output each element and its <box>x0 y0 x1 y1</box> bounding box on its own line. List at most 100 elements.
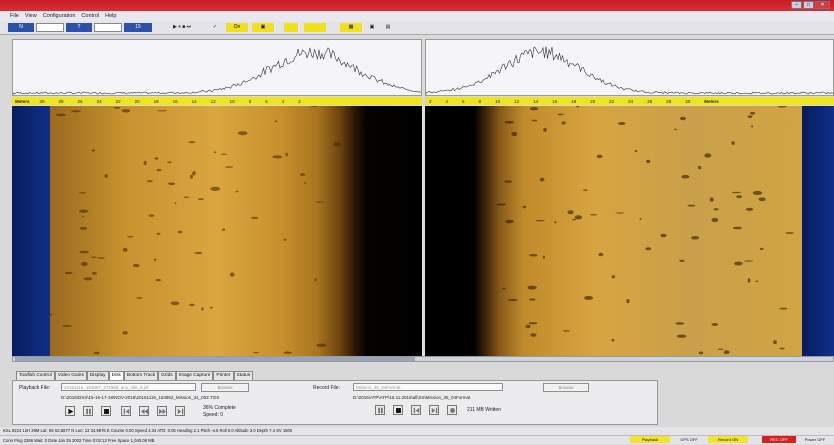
minimize-icon[interactable]: – <box>791 1 802 9</box>
playback-browse-button[interactable]: Browse <box>201 383 249 392</box>
ruler-tick: 10 <box>229 98 235 104</box>
record-browse-button[interactable]: Browse <box>543 383 589 392</box>
sonar-speckle <box>92 272 97 275</box>
yellow-toggle-1[interactable]: On <box>226 23 248 32</box>
sonar-speckle <box>156 232 161 235</box>
sonar-speckle <box>646 159 651 164</box>
starboard-sidescan-image[interactable] <box>425 106 802 356</box>
record-previous-button[interactable] <box>411 405 421 415</box>
skip-back-button[interactable] <box>121 406 131 416</box>
sonar-speckle <box>91 149 96 152</box>
sonar-speckle <box>304 182 307 184</box>
record-stop-button[interactable] <box>393 405 403 415</box>
sonar-speckle <box>122 247 128 252</box>
port-sonar-texture <box>50 106 341 355</box>
contrast-select[interactable]: 15 <box>124 23 152 32</box>
tab-disk[interactable]: Disk <box>108 371 124 380</box>
gain-value[interactable] <box>94 23 122 32</box>
tab-towfish-control[interactable]: Towfish Control <box>16 371 55 380</box>
rewind-button[interactable] <box>139 406 149 416</box>
sonar-speckle <box>525 324 531 329</box>
menu-help[interactable]: Help <box>105 13 117 19</box>
ruler-tick: 8 <box>478 98 482 104</box>
sonar-speckle <box>543 128 547 132</box>
sonar-speckle <box>723 350 730 355</box>
sonar-speckle <box>711 323 719 326</box>
record-next-button[interactable] <box>429 405 439 415</box>
sonar-speckle <box>582 189 588 191</box>
menu-configuration[interactable]: Configuration <box>42 13 76 19</box>
menu-view[interactable]: View <box>24 13 37 19</box>
sonar-speckle <box>660 233 667 238</box>
channel-splitter[interactable] <box>422 106 425 356</box>
skip-forward-button[interactable] <box>175 406 185 416</box>
playback-file-field[interactable]: 20161116_163857_271568_any_nile_5.jsf <box>61 383 196 391</box>
sonar-speckle <box>136 297 143 299</box>
record-pause-button[interactable] <box>375 405 385 415</box>
stop-button[interactable] <box>101 406 111 416</box>
sonar-speckle <box>531 119 538 122</box>
sonar-speckle <box>711 217 719 223</box>
sonar-speckle <box>747 115 753 118</box>
yellow-toggle-2[interactable]: ▣ <box>252 23 274 32</box>
window-icon[interactable]: ▤ <box>385 24 391 30</box>
yellow-toggle-3[interactable] <box>284 23 298 32</box>
playback-toolbar-controls[interactable]: ▶ ⏸ ■ ⏭ <box>172 24 192 30</box>
sonar-speckle <box>539 177 545 182</box>
sonar-speckle <box>146 180 153 183</box>
tab-display[interactable]: Display <box>86 371 109 380</box>
tab-printer[interactable]: Printer <box>213 371 234 380</box>
sonar-speckle <box>311 106 318 108</box>
ruler-tick: 14 <box>533 98 539 104</box>
play-button[interactable] <box>65 406 75 416</box>
sonar-speckle <box>535 219 545 222</box>
horizontal-scrollbar[interactable] <box>12 356 834 362</box>
port-range-ruler: Meters 30 28 26 24 22 20 18 16 14 12 10 … <box>12 97 422 105</box>
gain-select[interactable]: T <box>66 23 92 32</box>
window-titlebar: – □ ✕ <box>0 0 834 11</box>
sonar-speckle <box>773 340 777 345</box>
sonar-speckle <box>168 182 176 186</box>
sonar-speckle <box>709 197 714 202</box>
record-button[interactable] <box>447 405 457 415</box>
tab-image-capture[interactable]: Image Capture <box>175 371 214 380</box>
sonar-speckle <box>697 165 702 170</box>
sonar-speckle <box>235 190 239 193</box>
sonar-speckle <box>777 106 787 108</box>
sonar-speckle <box>222 228 226 231</box>
camera-icon[interactable]: ▣ <box>369 24 375 30</box>
written-text: 211 MB Written <box>467 407 501 413</box>
yellow-toggle-5[interactable]: ▦ <box>340 23 362 32</box>
tab-video-gains[interactable]: Video Gains <box>54 371 87 380</box>
check-icon[interactable]: ✓ <box>212 24 218 30</box>
sonar-speckle <box>213 151 217 154</box>
sonar-speckle <box>505 219 514 224</box>
sonar-speckle <box>611 338 615 342</box>
maximize-icon[interactable]: □ <box>803 1 814 9</box>
menu-file[interactable]: File <box>10 13 19 19</box>
fast-forward-button[interactable] <box>157 406 167 416</box>
range-select[interactable]: N <box>8 23 34 32</box>
sonar-speckle <box>122 331 128 335</box>
port-sidescan-image[interactable] <box>50 106 422 356</box>
sonar-speckle <box>731 191 742 194</box>
tab-bottom-track[interactable]: Bottom Track <box>123 371 159 380</box>
ruler-label-meters: Meters <box>704 98 719 104</box>
tab-grids[interactable]: Grids <box>158 371 176 380</box>
ruler-tick: 22 <box>115 98 121 104</box>
sonar-speckle <box>177 230 183 234</box>
range-value[interactable] <box>36 23 64 32</box>
sonar-speckle <box>542 255 545 259</box>
yellow-toggle-4[interactable] <box>304 23 326 32</box>
port-blue-margin <box>12 106 50 356</box>
progress-text: 36% Complete <box>203 405 236 411</box>
tab-status[interactable]: Status <box>233 371 254 380</box>
close-icon[interactable]: ✕ <box>815 1 830 9</box>
sonar-speckle <box>170 301 180 306</box>
sonar-speckle <box>575 106 580 108</box>
sonar-speckle <box>283 351 292 354</box>
scrollbar-thumb[interactable] <box>15 357 415 361</box>
pause-button[interactable] <box>83 406 93 416</box>
menu-control[interactable]: Control <box>81 13 100 19</box>
record-file-field[interactable]: Mission_35_04Format <box>353 383 503 391</box>
